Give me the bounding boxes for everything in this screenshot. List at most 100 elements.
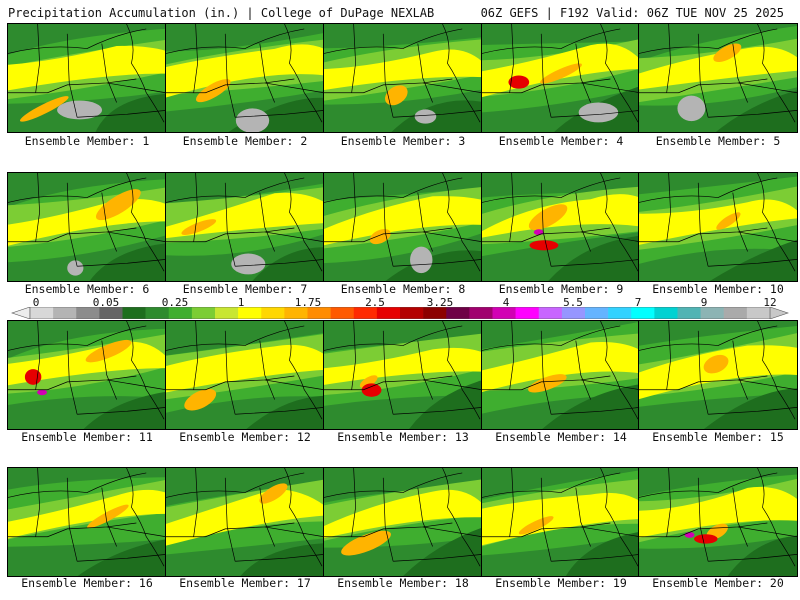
colorbar-segment <box>423 307 447 319</box>
colorbar-segment <box>353 307 378 319</box>
colorbar-tick-label: 0.05 <box>92 296 120 309</box>
colorbar-segment <box>515 307 540 319</box>
run-info: 06Z GEFS | F192 Valid: 06Z TUE NOV 25 20… <box>480 6 784 20</box>
colorbar-scale <box>11 307 789 319</box>
colorbar-segment <box>145 307 170 319</box>
ensemble-member-map <box>638 23 798 133</box>
colorbar-segment <box>30 307 54 319</box>
precipitation-field <box>166 173 324 281</box>
colorbar-segment <box>446 307 470 319</box>
precipitation-field <box>166 468 324 576</box>
ensemble-member-map <box>7 23 167 133</box>
precipitation-field <box>639 321 797 429</box>
ensemble-member-map <box>481 320 641 430</box>
precipitation-field <box>482 173 640 281</box>
precipitation-colorbar: 0 0.05 0.25 1 1.75 2.5 3.25 4 5.5 7 9 12 <box>8 296 792 320</box>
precipitation-field <box>482 468 640 576</box>
colorbar-segment <box>53 307 77 319</box>
colorbar-segment <box>168 307 193 319</box>
colorbar-segment <box>400 307 424 319</box>
ensemble-member-map <box>481 467 641 577</box>
ensemble-member-map <box>323 172 483 282</box>
ensemble-member-label: Ensemble Member: 3 <box>340 134 466 148</box>
colorbar-segment <box>538 307 563 319</box>
colorbar-tick-label: 9 <box>700 296 708 309</box>
colorbar-segment <box>585 307 609 319</box>
ensemble-member-label: Ensemble Member: 9 <box>498 282 624 296</box>
ensemble-member-label: Ensemble Member: 7 <box>182 282 308 296</box>
ensemble-member-map <box>323 23 483 133</box>
colorbar-tick-label: 0 <box>32 296 40 309</box>
ensemble-member-map <box>638 320 798 430</box>
ensemble-member-label: Ensemble Member: 19 <box>495 576 627 590</box>
colorbar-segment <box>631 307 655 319</box>
precipitation-field <box>324 24 482 132</box>
ensemble-member-label: Ensemble Member: 14 <box>495 430 627 444</box>
colorbar-left-arrow <box>11 307 31 319</box>
ensemble-member-label: Ensemble Member: 6 <box>24 282 150 296</box>
precipitation-field <box>482 321 640 429</box>
precipitation-field <box>8 173 166 281</box>
colorbar-tick-label: 4 <box>502 296 510 309</box>
precipitation-field <box>324 468 482 576</box>
precipitation-field <box>639 24 797 132</box>
ensemble-member-map <box>323 467 483 577</box>
ensemble-member-map <box>638 172 798 282</box>
ensemble-member-map <box>481 23 641 133</box>
precipitation-field <box>324 321 482 429</box>
ensemble-member-map <box>7 467 167 577</box>
ensemble-member-label: Ensemble Member: 1 <box>24 134 150 148</box>
colorbar-segment <box>469 307 493 319</box>
colorbar-segment <box>215 307 239 319</box>
ensemble-member-label: Ensemble Member: 18 <box>337 576 469 590</box>
colorbar-segment <box>261 307 285 319</box>
colorbar-segment <box>76 307 100 319</box>
colorbar-segment <box>376 307 401 319</box>
colorbar-tick-label: 1 <box>237 296 245 309</box>
precipitation-field <box>8 321 166 429</box>
ensemble-member-map <box>323 320 483 430</box>
colorbar-tick-label: 2.5 <box>365 296 385 309</box>
precipitation-field <box>639 468 797 576</box>
colorbar-tick-label: 0.25 <box>161 296 189 309</box>
colorbar-segment <box>284 307 308 319</box>
colorbar-segment <box>122 307 146 319</box>
precipitation-field <box>639 173 797 281</box>
colorbar-segment <box>307 307 331 319</box>
colorbar-segment <box>99 307 123 319</box>
colorbar-right-arrow <box>769 307 789 319</box>
precipitation-field <box>8 468 166 576</box>
ensemble-member-label: Ensemble Member: 15 <box>652 430 784 444</box>
ensemble-member-map <box>481 172 641 282</box>
ensemble-member-map <box>165 23 325 133</box>
ensemble-member-label: Ensemble Member: 8 <box>340 282 466 296</box>
precipitation-field <box>166 321 324 429</box>
colorbar-segment <box>677 307 701 319</box>
precipitation-field <box>166 24 324 132</box>
colorbar-segment <box>492 307 516 319</box>
precipitation-field <box>8 24 166 132</box>
colorbar-segment <box>608 307 632 319</box>
colorbar-tick-label: 12 <box>763 296 777 309</box>
ensemble-member-label: Ensemble Member: 4 <box>498 134 624 148</box>
colorbar-tick-label: 7 <box>634 296 642 309</box>
colorbar-segment <box>561 307 586 319</box>
ensemble-member-label: Ensemble Member: 16 <box>21 576 153 590</box>
colorbar-segment <box>654 307 678 319</box>
ensemble-member-label: Ensemble Member: 2 <box>182 134 308 148</box>
map-title: Precipitation Accumulation (in.) | Colle… <box>8 6 435 20</box>
ensemble-member-map <box>165 172 325 282</box>
colorbar-segment <box>746 307 771 319</box>
colorbar-tick-label: 3.25 <box>426 296 454 309</box>
ensemble-member-label: Ensemble Member: 13 <box>337 430 469 444</box>
ensemble-member-map <box>165 320 325 430</box>
colorbar-segment <box>238 307 262 319</box>
precipitation-field <box>324 173 482 281</box>
colorbar-segment <box>191 307 216 319</box>
ensemble-member-label: Ensemble Member: 5 <box>655 134 781 148</box>
precipitation-field <box>482 24 640 132</box>
ensemble-member-map <box>7 172 167 282</box>
colorbar-tick-label: 1.75 <box>294 296 322 309</box>
ensemble-member-map <box>7 320 167 430</box>
ensemble-member-label: Ensemble Member: 11 <box>21 430 153 444</box>
